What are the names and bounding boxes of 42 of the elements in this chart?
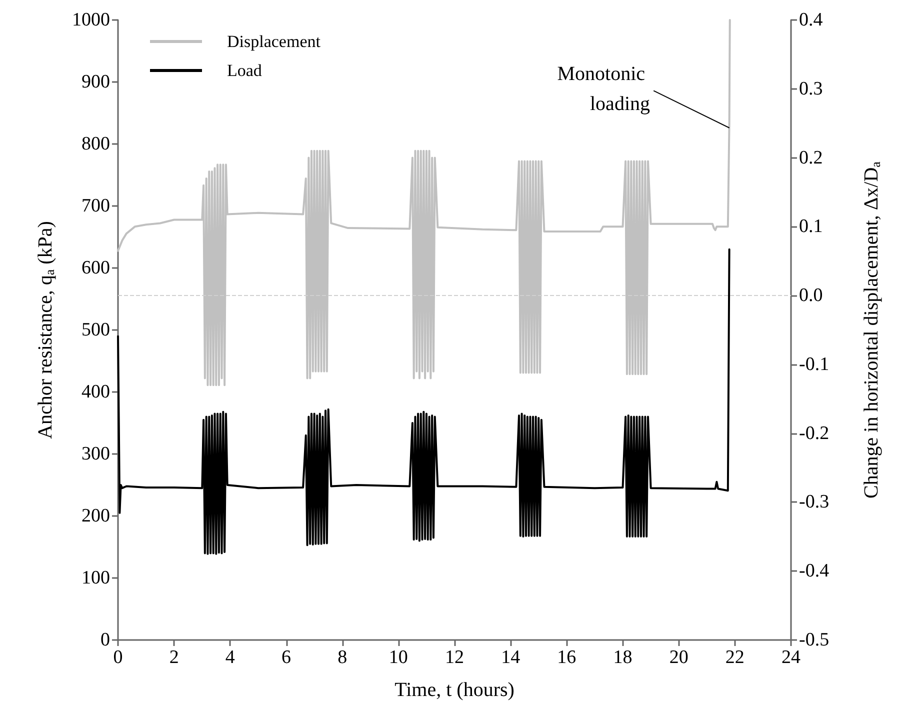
x-tick-label: 14 (501, 647, 521, 668)
y2-tick-label: 0.2 (799, 147, 823, 168)
line-series (117, 19, 731, 386)
y2-tick-label: -0.1 (799, 354, 830, 375)
x-axis-title: Time, t (hours) (394, 679, 514, 701)
y-tick-label: 200 (82, 506, 110, 526)
y2-axis-title: Change in horizontal displacement, Δx/Da (860, 161, 883, 498)
annotation: Monotonic loading (557, 62, 650, 115)
legend-label: Load (227, 61, 262, 80)
x-tick-label: 6 (282, 647, 291, 668)
y-tick-label: 700 (82, 196, 110, 216)
x-tick-label: 18 (613, 647, 632, 668)
x-tick-label: 2 (169, 647, 179, 668)
y2-tick-label: 0.4 (799, 10, 824, 30)
y-tick-label: 500 (82, 320, 110, 340)
y2-tick-label: 0.3 (799, 78, 823, 100)
y-tick-label: 800 (82, 134, 110, 154)
x-tick-label: 0 (113, 647, 123, 668)
y-tick-label: 100 (82, 568, 110, 588)
y2-tick-label: -0.4 (799, 560, 830, 582)
y2-tick-label: -0.5 (799, 630, 830, 650)
line-series (117, 248, 730, 555)
y2-tick-label: 0.0 (799, 285, 823, 306)
y-tick-label: 600 (82, 258, 110, 278)
x-tick-label: 24 (782, 647, 801, 668)
legend-label: Displacement (227, 32, 321, 51)
y-tick-label: 900 (82, 72, 110, 92)
x-tick-label: 20 (669, 647, 688, 668)
x-tick-label: 4 (225, 647, 236, 668)
y-tick-label: 1000 (72, 10, 110, 30)
y-tick-label: 400 (82, 382, 110, 402)
y2-tick-label: 0.1 (799, 216, 823, 238)
y-tick-label: 0 (100, 630, 110, 650)
y-tick-label: 300 (82, 444, 110, 464)
x-tick-label: 22 (725, 647, 744, 668)
y2-tick-label: -0.3 (799, 492, 830, 513)
x-tick-label: 8 (338, 647, 348, 668)
y-axis-title: Anchor resistance, qa (kPa) (34, 221, 57, 439)
x-tick-label: 16 (557, 647, 576, 668)
x-tick-label: 12 (445, 647, 464, 668)
x-tick-label: 10 (388, 647, 408, 668)
y2-tick-label: -0.2 (799, 422, 830, 444)
